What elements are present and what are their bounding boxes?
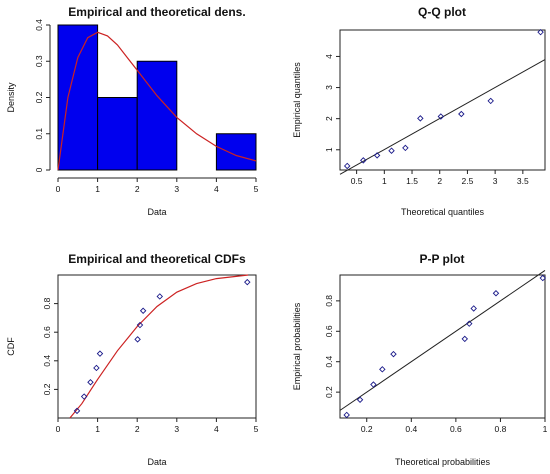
x-tick-label: 2 — [135, 184, 140, 194]
data-point — [390, 350, 397, 358]
plot-frame — [339, 29, 546, 171]
x-tick-label: 2.5 — [462, 176, 474, 186]
x-tick-label: 1 — [543, 424, 548, 434]
data-point — [96, 350, 104, 357]
y-tick-label: 0 — [34, 167, 44, 172]
data-point — [356, 396, 364, 403]
x-tick-label: 3 — [174, 184, 179, 194]
data-point — [134, 336, 141, 343]
data-point — [343, 162, 351, 170]
y-tick-label: 0.2 — [324, 386, 334, 398]
plot-frame — [57, 274, 257, 419]
plot-title: Q-Q plot — [418, 5, 466, 19]
data-point — [388, 147, 395, 154]
x-tick-label: 4 — [214, 184, 219, 194]
y-tick-label: 0.4 — [34, 19, 44, 31]
data-point — [487, 97, 494, 105]
y-axis-label: Empirical quantiles — [292, 62, 302, 138]
y-tick-label: 4 — [324, 54, 334, 59]
y-axis-label: Density — [6, 82, 16, 113]
theoretical-curve — [57, 31, 257, 171]
y-tick-label: 2 — [324, 116, 334, 121]
y-tick-label: 0.8 — [42, 297, 52, 309]
data-point — [458, 110, 465, 118]
histogram-bar — [215, 133, 257, 171]
data-point — [537, 28, 544, 36]
data-point — [156, 293, 164, 300]
data-point — [466, 320, 473, 327]
y-tick-label: 0.4 — [42, 355, 52, 367]
data-point — [80, 393, 88, 400]
plot-title: P-P plot — [419, 252, 464, 266]
data-point — [73, 407, 81, 415]
x-axis-label: Theoretical probabilities — [395, 457, 491, 467]
x-axis-label: Theoretical quantiles — [401, 207, 485, 217]
y-tick-label: 0.4 — [324, 356, 334, 368]
plot-title: Empirical and theoretical CDFs — [68, 252, 246, 266]
y-tick-label: 0.8 — [324, 295, 334, 307]
plot-frame — [339, 274, 546, 419]
data-point — [373, 152, 381, 159]
data-point — [437, 113, 445, 120]
plot-2: Q-Q plot Theoretical quantiles Empirical q… — [292, 5, 546, 217]
data-point — [402, 144, 409, 152]
data-point — [470, 305, 477, 312]
data-point — [343, 411, 350, 419]
data-point — [136, 321, 144, 329]
plot-4: P-P plot Theoretical probabilities Empiric… — [292, 252, 548, 467]
x-tick-label: 0.2 — [361, 424, 373, 434]
data-point — [139, 307, 147, 314]
y-tick-label: 0.1 — [34, 128, 44, 140]
y-tick-label: 0.3 — [34, 55, 44, 67]
x-tick-label: 1 — [95, 424, 100, 434]
x-tick-label: 1.5 — [406, 176, 418, 186]
data-point — [461, 335, 469, 343]
y-axis-label: Empirical probabilities — [292, 302, 302, 390]
histogram-bar — [57, 24, 99, 171]
x-tick-label: 5 — [254, 184, 259, 194]
data-point — [492, 290, 500, 297]
x-tick-label: 3.5 — [517, 176, 529, 186]
plot-title: Empirical and theoretical dens. — [68, 5, 245, 19]
data-point — [87, 379, 94, 386]
y-tick-label: 3 — [324, 85, 334, 90]
x-tick-label: 4 — [214, 424, 219, 434]
data-point — [370, 381, 377, 388]
x-tick-label: 0.8 — [495, 424, 507, 434]
x-tick-label: 3 — [174, 424, 179, 434]
histogram-bar — [97, 97, 138, 171]
x-axis-label: Data — [147, 207, 166, 217]
y-tick-label: 0.6 — [42, 326, 52, 338]
reference-line — [339, 270, 546, 411]
x-tick-label: 5 — [254, 424, 259, 434]
data-point — [244, 278, 251, 286]
x-axis-label: Data — [147, 457, 166, 467]
plot-1: Empirical and theoretical dens. Data Densi… — [6, 5, 259, 217]
data-point — [379, 366, 386, 373]
data-point — [93, 364, 100, 372]
x-tick-label: 1 — [382, 176, 387, 186]
x-tick-label: 2 — [437, 176, 442, 186]
x-tick-label: 2 — [135, 424, 140, 434]
y-tick-label: 0.2 — [34, 91, 44, 103]
y-axis-label: CDF — [6, 337, 16, 356]
x-tick-label: 0.4 — [405, 424, 417, 434]
y-tick-label: 0.2 — [42, 383, 52, 395]
x-tick-label: 0.5 — [351, 176, 363, 186]
data-point — [417, 115, 424, 122]
x-tick-label: 0 — [56, 184, 61, 194]
plot-3: Empirical and theoretical CDFs Data CDF 0 1 2… — [6, 252, 259, 467]
y-tick-label: 0.6 — [324, 325, 334, 337]
theoretical-curve — [69, 274, 249, 419]
data-point — [360, 157, 367, 164]
x-tick-label: 0.6 — [450, 424, 462, 434]
x-tick-label: 1 — [95, 184, 100, 194]
x-tick-label: 3 — [493, 176, 498, 186]
y-tick-label: 1 — [324, 147, 334, 152]
x-tick-label: 0 — [56, 424, 61, 434]
data-point — [539, 274, 547, 282]
